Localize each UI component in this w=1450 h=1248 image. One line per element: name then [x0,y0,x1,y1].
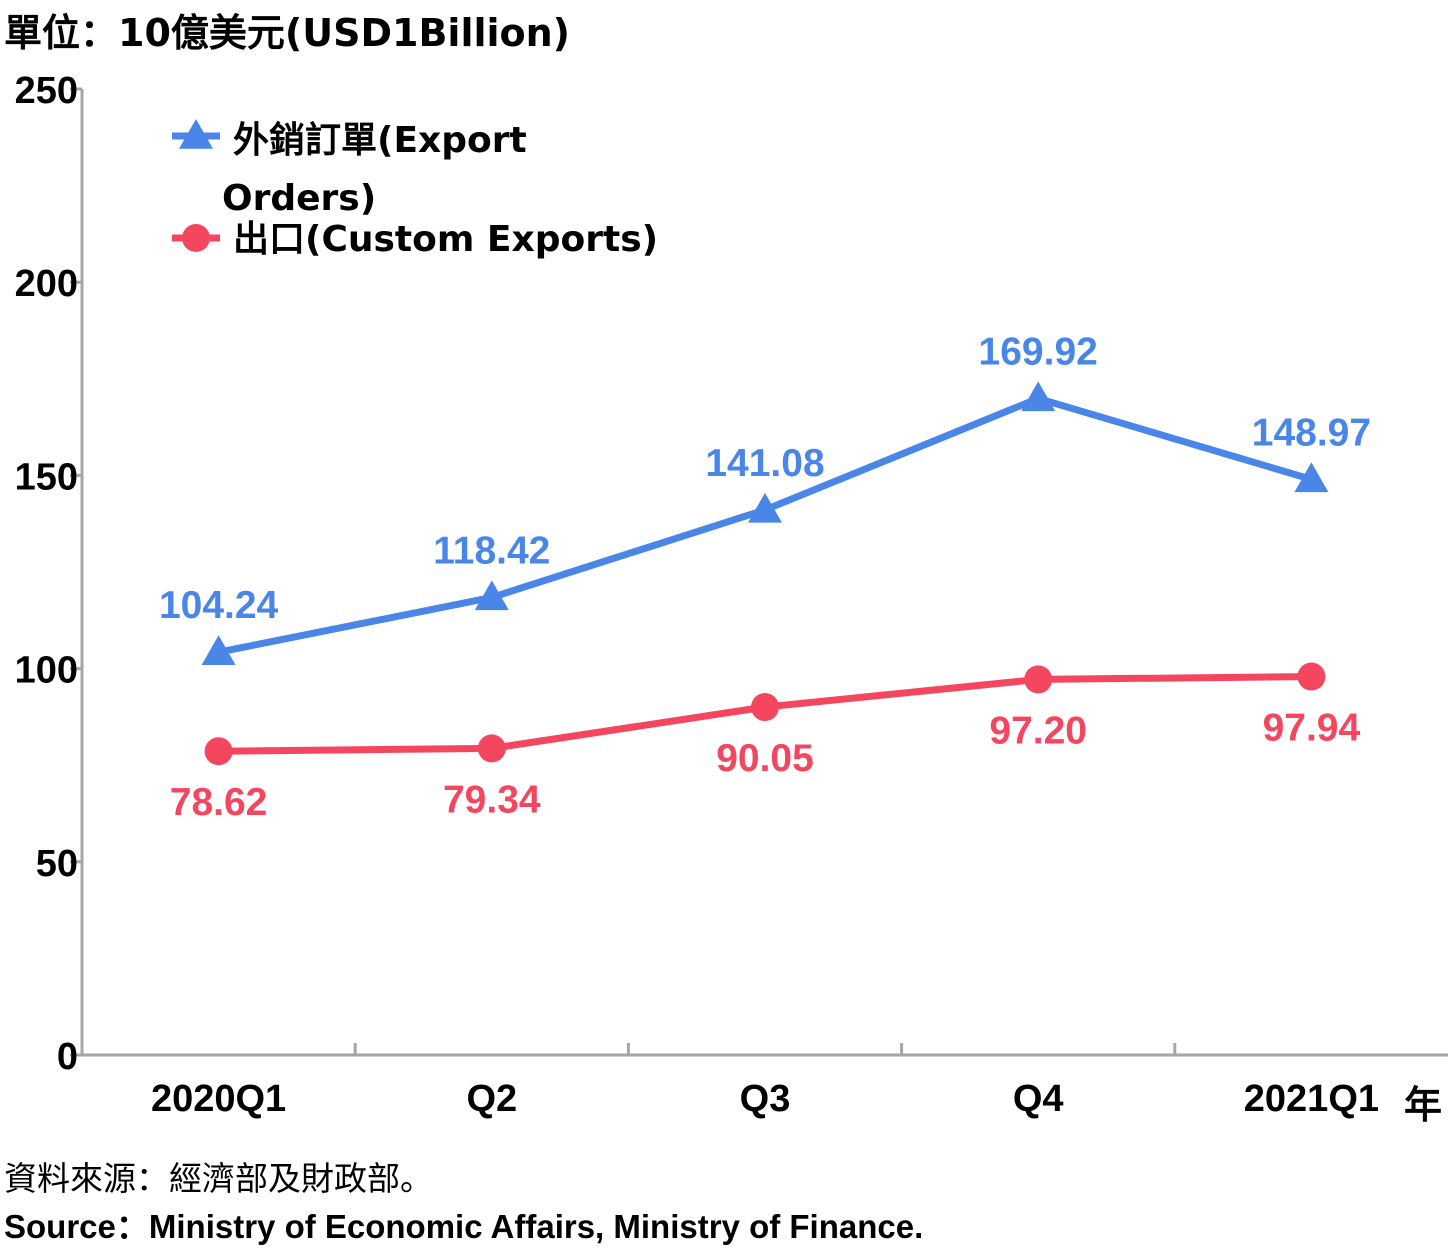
series-layer: 104.24 118.42 141.08 169.92 148.97 78.62 79.34… [159,330,1371,824]
series-custom-exports: 78.62 79.34 90.05 97.20 97.94 [170,662,1361,824]
year-suffix: 年 [1404,1083,1443,1127]
y-tick-label: 100 [15,650,78,692]
x-tick-label: Q2 [466,1078,517,1120]
data-point [477,734,506,763]
data-label: 169.92 [979,330,1098,373]
y-tick-label: 0 [57,1036,78,1078]
legend-item: 出口(Custom Exports) [172,219,658,260]
x-tick-label: Q4 [1013,1078,1064,1120]
data-label: 97.94 [1263,707,1361,750]
series-line [217,394,1313,656]
source-en: Source：Ministry of Economic Affairs, Min… [4,1208,924,1245]
legend-swatch-marker [179,119,213,149]
legend-label: Orders) [222,178,376,219]
data-point [751,693,779,722]
data-label: 141.08 [705,442,824,485]
y-axis-ticks: 0 50 100 150 200 250 [15,70,82,1078]
series-export-orders: 104.24 118.42 141.08 169.92 148.97 [159,330,1371,665]
source-zh: 資料來源：經濟部及財政部。 [4,1159,433,1198]
y-tick-label: 250 [15,70,78,112]
data-point [1024,665,1053,694]
legend: 外銷訂單(Export Orders)出口(Custom Exports) [172,119,658,260]
data-point [1294,462,1329,493]
data-label: 79.34 [443,778,541,821]
legend-label: 出口(Custom Exports) [233,219,658,260]
legend-item: 外銷訂單(Export Orders) [172,119,527,219]
x-tick-label: 2020Q1 [151,1078,286,1120]
data-point [748,492,782,523]
data-label: 78.62 [170,781,268,824]
data-point [1297,662,1326,691]
legend-label: 外銷訂單(Export [233,119,527,161]
x-tick-label: 2021Q1 [1244,1078,1379,1120]
data-label: 118.42 [433,529,550,572]
legend-swatch-marker [182,224,210,252]
x-axis-ticks: 2020Q1 Q2 Q3 Q4 2021Q1 [151,1043,1379,1120]
data-point [474,580,509,611]
data-point [1021,381,1056,412]
line-chart: 0 50 100 150 200 250 2020Q1 Q2 Q3 Q4 2021Q1 104.2… [15,70,1448,1120]
unit-label: 單位：10億美元(USD1Billion) [4,11,571,55]
y-tick-label: 50 [36,843,78,885]
data-point [204,737,233,766]
data-label: 104.24 [159,584,279,627]
axes [80,89,1448,1057]
x-tick-label: Q3 [740,1078,791,1120]
data-label: 90.05 [716,737,814,780]
data-point [201,635,236,665]
data-label: 148.97 [1252,411,1371,454]
y-tick-label: 150 [15,456,78,498]
y-tick-label: 200 [15,263,78,305]
data-label: 97.20 [989,709,1087,752]
